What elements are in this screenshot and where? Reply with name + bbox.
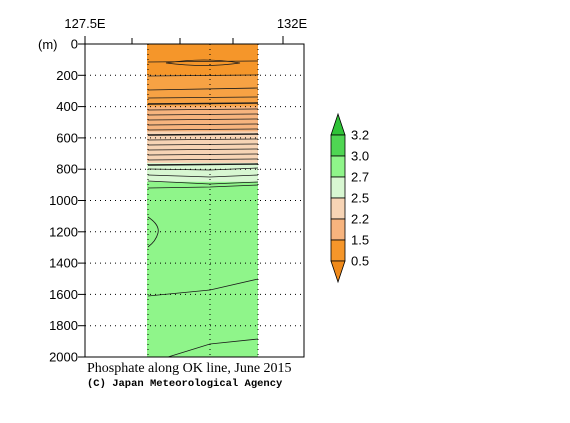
colorbar-segment bbox=[330, 197, 346, 220]
contour-line bbox=[147, 60, 258, 63]
chart-title: Phosphate along OK line, June 2015 bbox=[87, 361, 292, 376]
contour-line bbox=[147, 96, 258, 99]
y-tick-label: 2000 bbox=[49, 350, 78, 365]
contour-line bbox=[147, 118, 258, 121]
depth-band bbox=[147, 181, 258, 357]
y-tick-label: 400 bbox=[56, 99, 78, 114]
contour-line bbox=[147, 123, 258, 126]
y-unit-label: (m) bbox=[38, 37, 58, 52]
y-tick-label: 1000 bbox=[49, 193, 78, 208]
depth-band bbox=[147, 162, 258, 182]
contour-line bbox=[147, 184, 258, 189]
contour-line bbox=[165, 59, 241, 66]
colorbar-label: 2.5 bbox=[351, 191, 369, 206]
y-axis: 0 200 400 600 800 1000 1200 1400 1600 1800 2000 bbox=[49, 37, 85, 365]
depth-color-bands bbox=[147, 44, 258, 357]
credit-text: (C) Japan Meteorological Agency bbox=[87, 378, 283, 390]
x-tick-label-left: 127.5E bbox=[64, 16, 106, 31]
colorbar-label: 2.7 bbox=[351, 170, 369, 185]
contour-line bbox=[147, 153, 258, 156]
colorbar-label: 3.0 bbox=[351, 149, 369, 164]
y-tick-label: 200 bbox=[56, 68, 78, 83]
colorbar-bottom-arrow bbox=[330, 260, 346, 284]
contour-line bbox=[147, 128, 258, 131]
colorbar-segment bbox=[330, 239, 346, 262]
y-tick-label: 1600 bbox=[49, 287, 78, 302]
contour-line bbox=[147, 133, 258, 136]
colorbar-label: 0.5 bbox=[351, 254, 369, 269]
y-tick-label: 600 bbox=[56, 130, 78, 145]
station-lines bbox=[147, 44, 259, 357]
contour-line bbox=[147, 108, 258, 111]
colorbar-segment bbox=[330, 176, 346, 199]
contour-line bbox=[147, 113, 258, 116]
contour-line bbox=[147, 174, 258, 178]
y-tick-label: 800 bbox=[56, 162, 78, 177]
contour-line bbox=[147, 138, 258, 141]
colorbar: 3.2 3.0 2.7 2.5 2.2 1.5 0.5 bbox=[330, 112, 369, 284]
contour-line bbox=[147, 216, 159, 248]
colorbar-label: 2.2 bbox=[351, 212, 369, 227]
colorbar-label: 1.5 bbox=[351, 233, 369, 248]
contour-line bbox=[147, 158, 258, 161]
colorbar-top-arrow bbox=[330, 112, 346, 136]
contour-line bbox=[147, 143, 258, 146]
y-tick-label: 0 bbox=[71, 37, 78, 52]
y-tick-label: 1400 bbox=[49, 256, 78, 271]
colorbar-label: 3.2 bbox=[351, 128, 369, 143]
contour-line bbox=[147, 74, 258, 77]
contour-line bbox=[147, 102, 258, 105]
colorbar-segment bbox=[330, 134, 346, 157]
contour-line bbox=[147, 163, 258, 166]
y-tick-label: 1200 bbox=[49, 224, 78, 239]
y-tick-label: 1800 bbox=[49, 318, 78, 333]
contour-line bbox=[147, 87, 258, 91]
depth-band bbox=[147, 75, 258, 107]
colorbar-segment bbox=[330, 218, 346, 241]
x-tick-label-right: 132E bbox=[277, 16, 308, 31]
top-tick-marks bbox=[84, 36, 284, 44]
depth-band bbox=[147, 131, 258, 163]
colorbar-segment bbox=[330, 155, 346, 178]
contour-line bbox=[147, 148, 258, 151]
